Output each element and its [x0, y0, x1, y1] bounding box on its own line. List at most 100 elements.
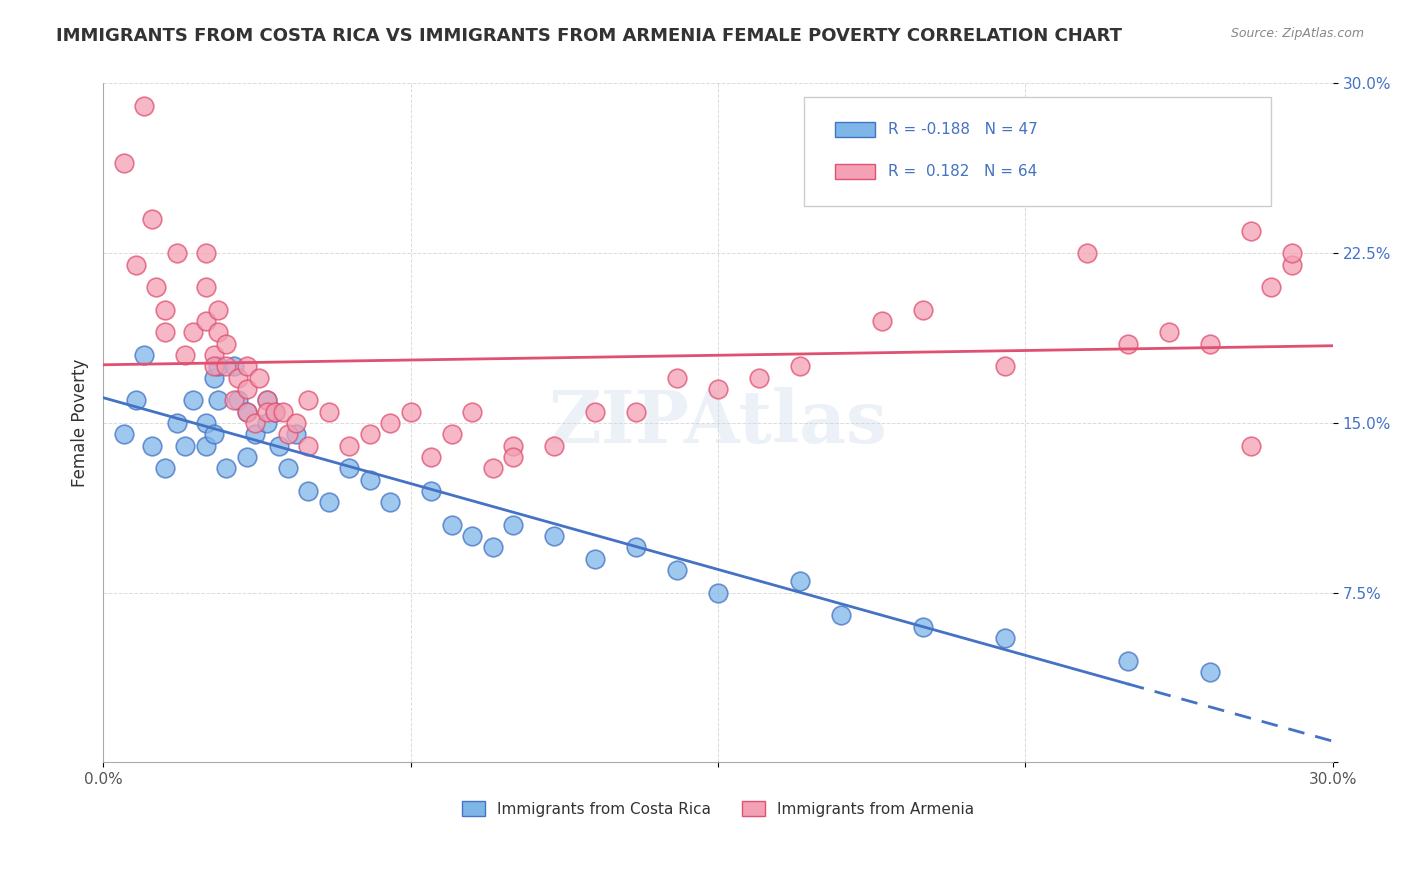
Text: ZIPAtlas: ZIPAtlas [548, 387, 887, 458]
Point [337, 439, 360, 453]
Point [359, 473, 381, 487]
Point [1157, 326, 1180, 340]
Point [202, 427, 225, 442]
Point [207, 326, 229, 340]
Point [181, 393, 204, 408]
FancyBboxPatch shape [804, 97, 1271, 206]
Point [665, 370, 688, 384]
Point [243, 427, 266, 442]
Text: Source: ZipAtlas.com: Source: ZipAtlas.com [1230, 27, 1364, 40]
Point [420, 450, 443, 464]
Point [461, 529, 484, 543]
Point [318, 404, 340, 418]
Point [207, 302, 229, 317]
Point [1281, 246, 1303, 260]
Point [256, 404, 278, 418]
Point [502, 439, 524, 453]
Point [1240, 223, 1263, 237]
Point [1260, 280, 1282, 294]
Point [194, 246, 217, 260]
Point [264, 404, 287, 418]
Point [166, 246, 188, 260]
Point [297, 393, 319, 408]
Point [174, 348, 197, 362]
Point [224, 393, 246, 408]
Point [235, 359, 257, 374]
Point [1281, 258, 1303, 272]
Point [235, 404, 257, 418]
Point [181, 326, 204, 340]
Point [378, 495, 401, 509]
Point [277, 461, 299, 475]
Point [284, 427, 307, 442]
FancyBboxPatch shape [835, 164, 876, 179]
Point [194, 416, 217, 430]
Point [297, 483, 319, 498]
Point [243, 416, 266, 430]
Point [235, 382, 257, 396]
Point [583, 404, 606, 418]
Point [256, 393, 278, 408]
Point [624, 404, 647, 418]
Point [481, 541, 503, 555]
Point [207, 393, 229, 408]
Point [461, 404, 484, 418]
Point [153, 461, 176, 475]
Point [166, 416, 188, 430]
Point [748, 370, 770, 384]
Point [112, 427, 135, 442]
Point [543, 439, 565, 453]
Point [1198, 336, 1220, 351]
Legend: Immigrants from Costa Rica, Immigrants from Armenia: Immigrants from Costa Rica, Immigrants f… [456, 795, 980, 822]
Point [440, 427, 463, 442]
Point [235, 404, 257, 418]
Point [215, 336, 238, 351]
Point [141, 212, 163, 227]
Point [125, 258, 148, 272]
Point [228, 393, 250, 408]
Point [269, 439, 291, 453]
Point [502, 450, 524, 464]
Point [125, 393, 148, 408]
Point [134, 348, 156, 362]
Point [277, 427, 299, 442]
Point [502, 517, 524, 532]
Point [707, 585, 730, 599]
Point [789, 574, 811, 589]
Point [624, 541, 647, 555]
Text: R = -0.188   N = 47: R = -0.188 N = 47 [887, 122, 1038, 137]
Point [830, 608, 852, 623]
Point [1198, 665, 1220, 679]
Point [1076, 246, 1098, 260]
Point [707, 382, 730, 396]
Point [215, 461, 238, 475]
Point [153, 326, 176, 340]
Point [145, 280, 167, 294]
Point [153, 302, 176, 317]
Point [235, 450, 257, 464]
Point [202, 359, 225, 374]
Point [174, 439, 197, 453]
Point [141, 439, 163, 453]
Point [228, 370, 250, 384]
Point [994, 631, 1017, 645]
Point [256, 416, 278, 430]
Point [665, 563, 688, 577]
Point [1116, 336, 1139, 351]
Point [112, 155, 135, 169]
Point [134, 99, 156, 113]
FancyBboxPatch shape [835, 122, 876, 137]
Point [194, 439, 217, 453]
Point [264, 404, 287, 418]
Point [1240, 439, 1263, 453]
Point [202, 348, 225, 362]
Point [399, 404, 422, 418]
Point [481, 461, 503, 475]
Point [911, 620, 934, 634]
Point [247, 370, 270, 384]
Point [215, 359, 238, 374]
Point [202, 370, 225, 384]
Point [194, 280, 217, 294]
Point [1116, 654, 1139, 668]
Point [870, 314, 893, 328]
